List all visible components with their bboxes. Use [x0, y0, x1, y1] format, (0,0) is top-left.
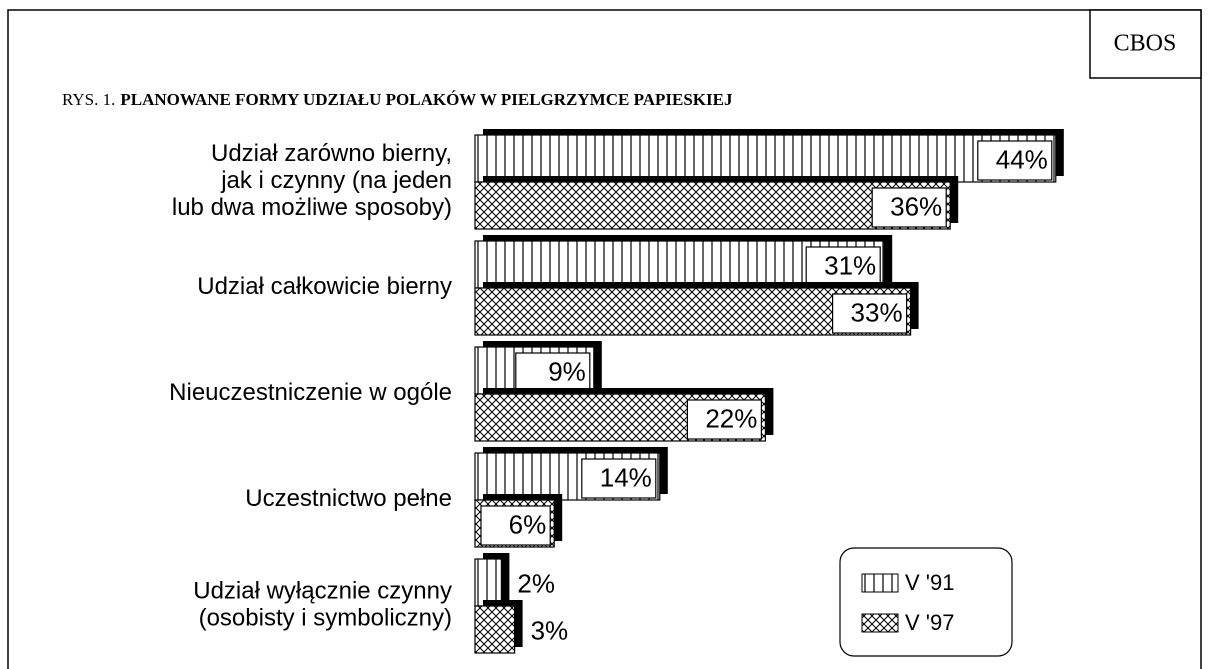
value-label: 14% [600, 462, 652, 492]
figure-label: RYS. 1. [62, 90, 115, 109]
category-label: Udział wyłącznie czynny (osobisty i symbo… [193, 578, 452, 632]
legend-label: V '97 [905, 610, 954, 635]
legend-box [839, 547, 1013, 657]
value-label: 9% [548, 356, 586, 386]
source: CBOS [1114, 31, 1177, 57]
chart-title: RYS. 1. PLANOWANE FORMY UDZIAŁU POLAKÓW W… [62, 90, 733, 109]
legend-swatch [861, 573, 899, 593]
value-label: 2% [517, 568, 555, 598]
bar [474, 134, 1057, 183]
label-box [581, 458, 657, 499]
label-box [831, 293, 908, 334]
label-box [686, 399, 763, 440]
value-label: 3% [531, 615, 569, 645]
label-box [977, 140, 1053, 181]
bar [474, 181, 951, 230]
category-label: Udział zarówno bierny, jak i czynny (na j… [172, 140, 452, 221]
title-text: PLANOWANE FORMY UDZIAŁU POLAKÓW W PIELGR… [120, 90, 733, 109]
value-label: 44% [996, 144, 1048, 174]
frame [7, 9, 1202, 669]
label-box [871, 187, 947, 228]
label-box [805, 246, 881, 287]
value-label: 31% [824, 250, 876, 280]
legend-label: V '91 [905, 570, 954, 595]
label-box [515, 352, 591, 393]
value-label: 33% [851, 297, 903, 327]
value-label: 22% [705, 403, 757, 433]
category-label: Uczestnictwo pełne [245, 485, 452, 512]
category-label: Udział całkowicie bierny [197, 273, 452, 300]
source-box [1089, 9, 1202, 79]
bar [474, 605, 516, 654]
value-label: 6% [509, 509, 547, 539]
category-label: Nieuczestniczenie w ogóle [169, 379, 452, 406]
legend-swatch [861, 613, 899, 633]
label-box [480, 505, 551, 546]
value-label: 36% [890, 191, 942, 221]
bar [474, 558, 502, 607]
